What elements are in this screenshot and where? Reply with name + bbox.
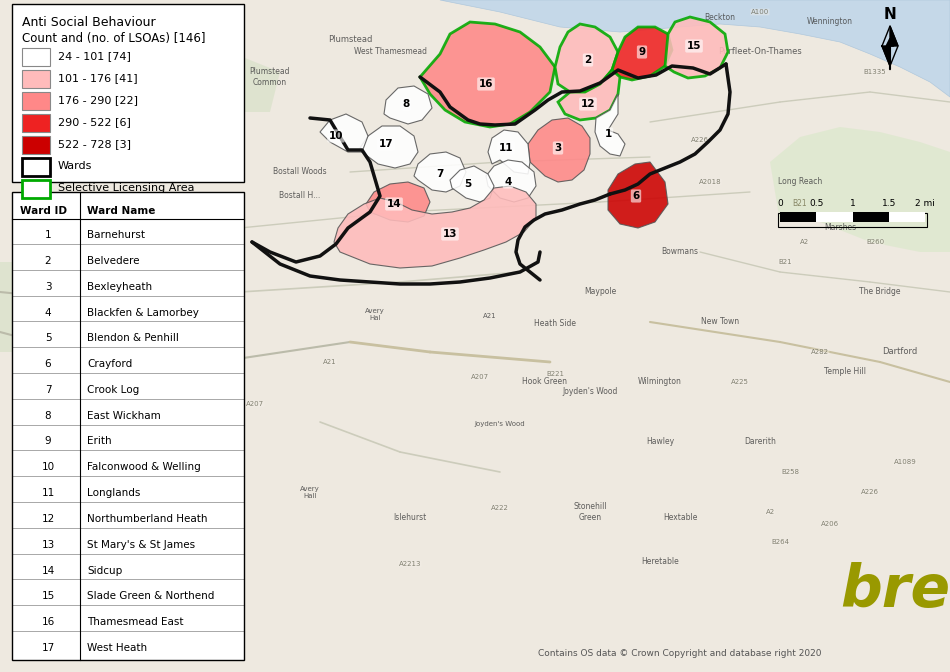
Polygon shape [486, 160, 536, 202]
Text: A21: A21 [323, 359, 337, 365]
Polygon shape [420, 22, 555, 127]
Text: Count and (no. of LSOAs) [146]: Count and (no. of LSOAs) [146] [22, 32, 205, 45]
Polygon shape [595, 94, 625, 156]
Text: 16: 16 [479, 79, 493, 89]
Text: A222: A222 [491, 505, 509, 511]
Text: Selective Licensing Area: Selective Licensing Area [58, 183, 195, 193]
Text: Anti Social Behaviour: Anti Social Behaviour [22, 16, 156, 29]
Polygon shape [770, 127, 950, 252]
Text: Temple Hill: Temple Hill [824, 368, 866, 376]
Text: Dartford: Dartford [883, 347, 918, 357]
Text: Crayford: Crayford [87, 359, 132, 369]
Text: 3: 3 [45, 282, 51, 292]
Polygon shape [882, 46, 890, 66]
Text: B258: B258 [781, 469, 799, 475]
Polygon shape [608, 162, 668, 228]
Polygon shape [450, 166, 494, 202]
Text: A202: A202 [181, 371, 199, 377]
FancyBboxPatch shape [22, 92, 50, 110]
Text: Avery
Hall: Avery Hall [300, 485, 320, 499]
Polygon shape [12, 192, 244, 660]
Text: Dartford
Marshes: Dartford Marshes [824, 212, 856, 232]
Text: A225: A225 [732, 379, 749, 385]
Text: Purfleet-On-Thames: Purfleet-On-Thames [718, 48, 802, 56]
Text: 1.5: 1.5 [882, 199, 896, 208]
Text: A226: A226 [691, 137, 709, 143]
Text: 12: 12 [42, 514, 54, 524]
Text: Hextable: Hextable [663, 513, 697, 521]
Text: 5: 5 [45, 333, 51, 343]
Text: Joyden's Wood: Joyden's Wood [475, 421, 525, 427]
Text: 0.5: 0.5 [809, 199, 824, 208]
Text: 17: 17 [42, 643, 54, 653]
Polygon shape [366, 182, 430, 222]
Text: St Mary's & St James: St Mary's & St James [87, 540, 195, 550]
FancyBboxPatch shape [22, 180, 50, 198]
Text: B210: B210 [101, 307, 119, 313]
Polygon shape [334, 186, 536, 268]
Text: Sidcup: Sidcup [87, 566, 123, 575]
Text: 10: 10 [329, 131, 343, 141]
Text: 11: 11 [499, 143, 513, 153]
Text: Shooters Hill: Shooters Hill [136, 124, 184, 132]
Polygon shape [528, 118, 590, 182]
Text: 10: 10 [42, 462, 54, 472]
Text: Long Reach: Long Reach [778, 177, 822, 187]
Text: 2: 2 [584, 55, 592, 65]
Text: 8: 8 [403, 99, 409, 109]
Text: A207: A207 [246, 401, 264, 407]
FancyBboxPatch shape [22, 70, 50, 88]
Text: 522 - 728 [3]: 522 - 728 [3] [58, 139, 131, 149]
Polygon shape [50, 392, 130, 472]
Text: Ward ID: Ward ID [20, 206, 67, 216]
Text: 14: 14 [42, 566, 54, 575]
Text: West Heath: West Heath [87, 643, 147, 653]
Text: Darerith: Darerith [744, 437, 776, 446]
Text: A21: A21 [484, 313, 497, 319]
Text: Bostall Woods: Bostall Woods [274, 167, 327, 177]
Text: Ward Name: Ward Name [87, 206, 156, 216]
Text: Plumstead: Plumstead [328, 36, 372, 44]
Text: 7: 7 [436, 169, 444, 179]
Text: Belvedere: Belvedere [87, 256, 140, 266]
Text: A206: A206 [821, 521, 839, 527]
Text: 3: 3 [555, 143, 561, 153]
Text: 14: 14 [387, 199, 401, 209]
Text: 9: 9 [638, 47, 646, 57]
Text: Erith: Erith [87, 437, 112, 446]
Text: 4: 4 [504, 177, 512, 187]
Polygon shape [488, 130, 530, 174]
Text: A100: A100 [750, 9, 770, 15]
Text: Wennington: Wennington [807, 17, 853, 26]
Text: Islehurst: Islehurst [393, 513, 427, 521]
FancyBboxPatch shape [22, 136, 50, 154]
Text: 1: 1 [45, 230, 51, 240]
Text: A1089: A1089 [894, 459, 917, 465]
Text: A282: A282 [811, 349, 829, 355]
Text: Wards: Wards [58, 161, 92, 171]
Text: 6: 6 [633, 191, 639, 201]
Text: West Thamesmead: West Thamesmead [353, 48, 427, 56]
Text: Heath Side: Heath Side [534, 319, 576, 329]
Text: Hawley: Hawley [646, 437, 674, 446]
Text: 13: 13 [42, 540, 54, 550]
Text: Avery
Hal: Avery Hal [365, 308, 385, 321]
Text: Joyden's Wood: Joyden's Wood [562, 388, 618, 396]
Text: 0: 0 [777, 199, 783, 208]
Text: 176 - 290 [22]: 176 - 290 [22] [58, 95, 138, 105]
Text: 8: 8 [45, 411, 51, 421]
Text: The Bridge: The Bridge [859, 288, 901, 296]
FancyBboxPatch shape [889, 212, 925, 222]
Text: East Wickham: East Wickham [87, 411, 161, 421]
Text: 290 - 522 [6]: 290 - 522 [6] [58, 117, 131, 127]
Text: Crook Log: Crook Log [87, 385, 140, 395]
Text: 4: 4 [45, 308, 51, 317]
Text: A2213: A2213 [399, 561, 421, 567]
Polygon shape [190, 52, 280, 112]
Polygon shape [612, 27, 672, 80]
Polygon shape [320, 114, 368, 152]
Text: Stonehill
Green: Stonehill Green [573, 502, 607, 521]
Text: 17: 17 [379, 139, 393, 149]
Text: 101 - 176 [41]: 101 - 176 [41] [58, 73, 138, 83]
